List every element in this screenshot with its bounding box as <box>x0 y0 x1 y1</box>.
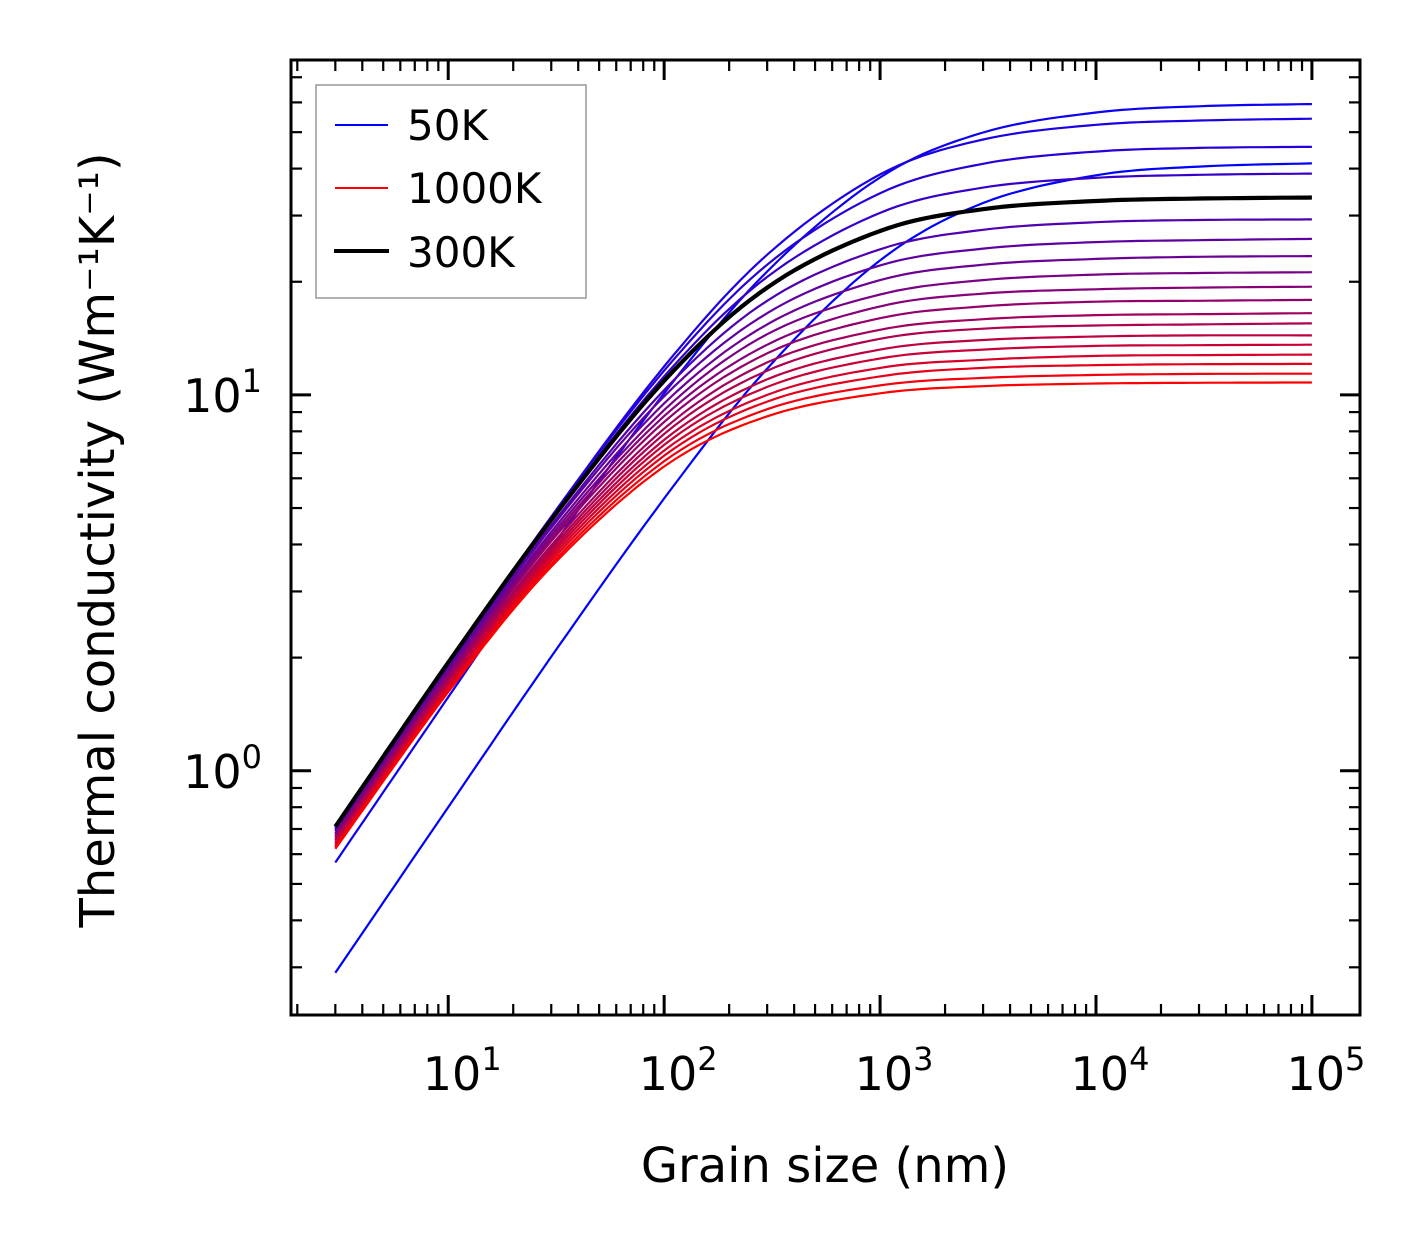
y-tick-base: 10 <box>183 745 242 799</box>
series-line-950k <box>334 372 1312 849</box>
x-tick-base: 10 <box>639 1047 698 1101</box>
x-tick-label: 103 <box>855 1040 934 1101</box>
plot-frame <box>289 58 1362 1017</box>
series-line-300k <box>333 195 1312 828</box>
x-tick-exponent: 5 <box>1345 1040 1365 1078</box>
series-line-750k <box>334 334 1312 843</box>
x-axis-label: Grain size (nm) <box>641 1138 1009 1194</box>
series-line-900k <box>334 362 1312 847</box>
x-tick-label: 104 <box>1071 1040 1150 1101</box>
y-tick-label: 101 <box>183 362 262 423</box>
y-axis-label: Thermal conductivity (Wm⁻¹K⁻¹) <box>70 152 126 928</box>
x-tick-label: 101 <box>423 1040 502 1101</box>
series-line-350k <box>334 218 1312 831</box>
series-line-400k <box>334 237 1312 832</box>
series-line-1000k <box>334 381 1312 850</box>
y-tick-exponent: 1 <box>242 362 262 400</box>
legend: 50K 1000K 300K <box>315 84 587 299</box>
y-tick-base: 10 <box>183 369 242 423</box>
legend-label-50k: 50K <box>407 101 489 150</box>
x-tick-base: 10 <box>423 1047 482 1101</box>
series-line-700k <box>334 322 1312 841</box>
ticks-layer <box>291 60 1360 1015</box>
series-line-850k <box>334 353 1312 846</box>
x-tick-exponent: 1 <box>481 1040 501 1078</box>
series-line-650k <box>334 312 1312 840</box>
series-line-450k <box>334 255 1312 834</box>
x-tick-base: 10 <box>1286 1047 1345 1101</box>
series-line-500k <box>334 271 1312 836</box>
y-tick-label: 100 <box>183 738 262 799</box>
x-tick-exponent: 4 <box>1129 1040 1149 1078</box>
x-tick-exponent: 2 <box>697 1040 717 1078</box>
legend-label-1000k: 1000K <box>407 164 543 213</box>
y-tick-exponent: 0 <box>242 738 262 776</box>
x-tick-base: 10 <box>1071 1047 1130 1101</box>
series-layer <box>333 103 1312 974</box>
x-tick-exponent: 3 <box>913 1040 933 1078</box>
x-tick-label: 102 <box>639 1040 718 1101</box>
series-line-800k <box>334 343 1312 845</box>
x-tick-label: 105 <box>1286 1040 1365 1101</box>
x-tick-base: 10 <box>855 1047 914 1101</box>
x-tick-labels: 101 102 103 104 105 <box>423 1040 1366 1101</box>
series-line-600k <box>334 298 1312 839</box>
series-line-550k <box>334 285 1312 837</box>
legend-label-300k: 300K <box>407 228 516 277</box>
legend-box <box>315 84 587 299</box>
